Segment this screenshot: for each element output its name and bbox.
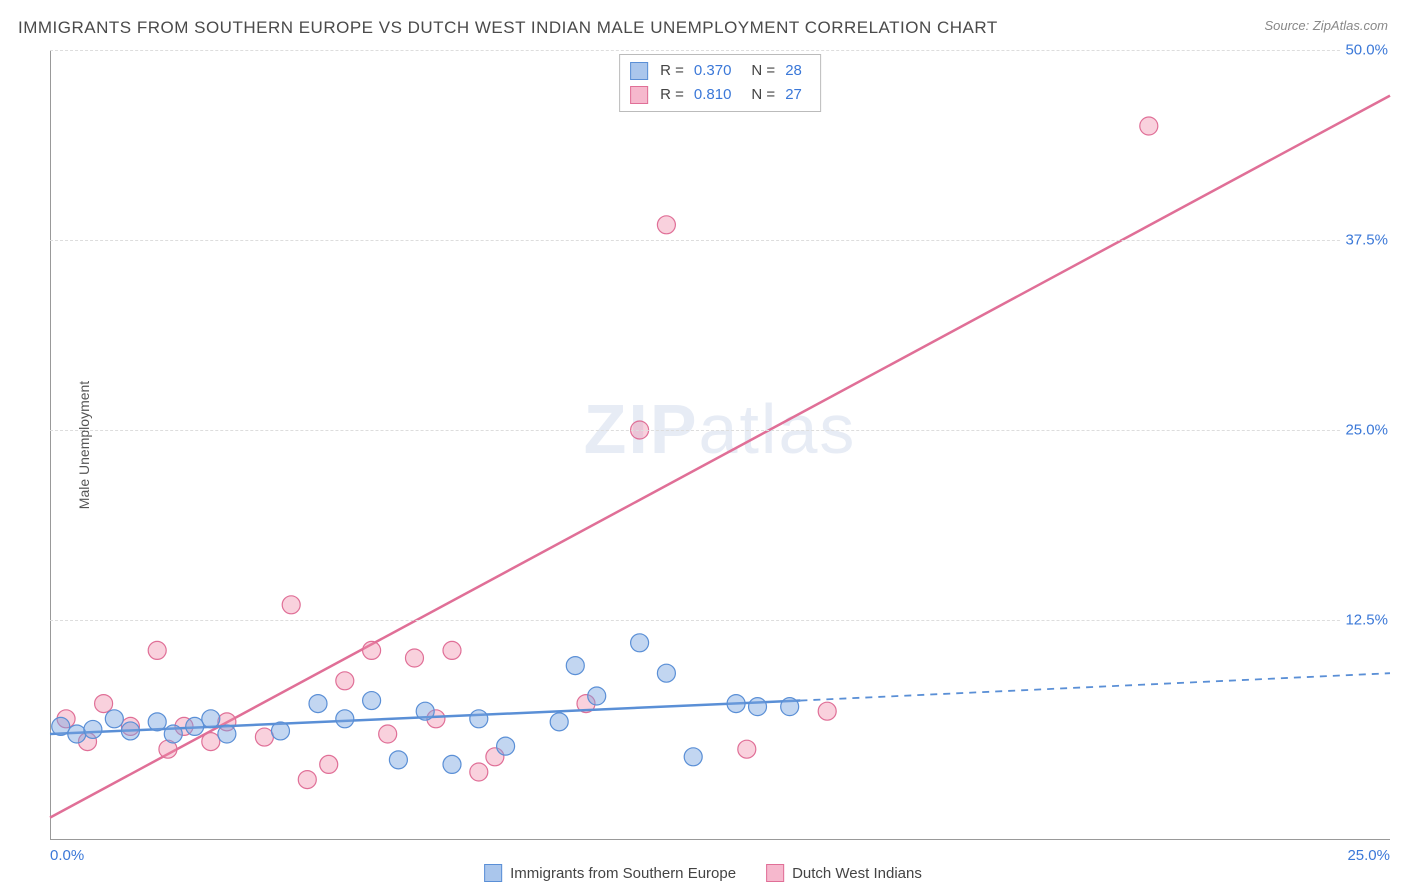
legend-swatch [630,62,648,80]
chart-title: IMMIGRANTS FROM SOUTHERN EUROPE VS DUTCH… [18,18,998,38]
source-label: Source: ZipAtlas.com [1264,18,1388,33]
stat-r-label: R = [660,59,684,83]
grid-line [50,620,1390,621]
bottom-legend-label: Dutch West Indians [792,865,922,882]
legend-swatch [766,864,784,882]
x-tick-label: 0.0% [50,847,84,864]
stats-legend: R = 0.370 N = 28 R = 0.810 N = 27 [619,54,821,112]
bottom-legend: Immigrants from Southern Europe Dutch Wes… [484,864,922,882]
grid-line [50,430,1390,431]
bottom-legend-label: Immigrants from Southern Europe [510,865,736,882]
y-tick-label: 25.0% [1341,422,1392,439]
y-tick-label: 50.0% [1341,42,1392,59]
stat-r-value: 0.810 [694,83,732,107]
grid-line [50,240,1390,241]
stat-n-value: 28 [785,59,802,83]
x-tick-label: 25.0% [1347,847,1390,864]
stats-legend-row: R = 0.370 N = 28 [630,59,810,83]
grid-line [50,50,1390,51]
bottom-legend-item: Dutch West Indians [766,864,922,882]
bottom-legend-item: Immigrants from Southern Europe [484,864,736,882]
plot-area: Male Unemployment ZIPatlas R =0.370N =28… [50,50,1390,840]
stat-n-label: N = [751,83,775,107]
stat-n-value: 27 [785,83,802,107]
stats-legend-row: R = 0.810 N = 27 [630,83,810,107]
stat-r-value: 0.370 [694,59,732,83]
y-tick-label: 12.5% [1341,612,1392,629]
stat-n-label: N = [751,59,775,83]
chart-svg [50,50,1390,840]
legend-swatch [484,864,502,882]
stat-r-label: R = [660,83,684,107]
y-tick-label: 37.5% [1341,232,1392,249]
legend-swatch [630,86,648,104]
